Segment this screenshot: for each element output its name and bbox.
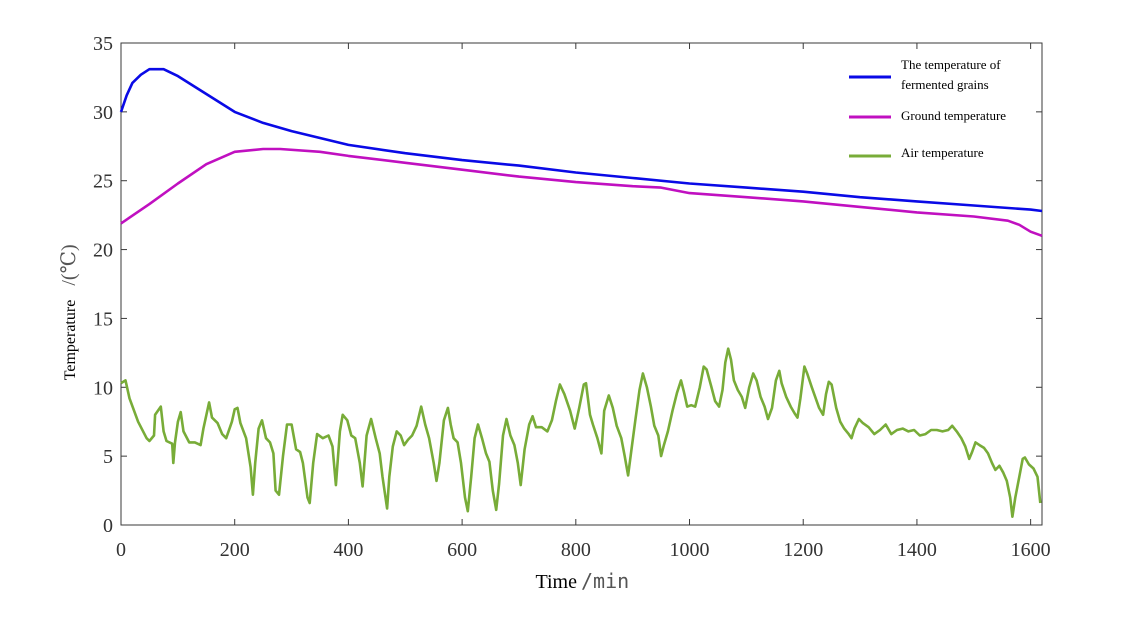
x-axis-ticks: 0 200 400 600 800 1000 1200 1400 1600: [116, 43, 1051, 561]
y-axis-unit: /(℃): [58, 244, 80, 285]
ground-temperature-line: [120, 147, 1043, 238]
y-tick-label: 20: [93, 240, 113, 262]
legend-label-air-temperature: Air temperature: [901, 145, 984, 160]
y-tick-label: 10: [93, 377, 113, 399]
y-tick-label: 25: [93, 171, 113, 193]
fermented-grains-temperature-line: [119, 67, 1043, 213]
y-axis-ticks: 0 5 10 15 20 25 30 35: [93, 33, 1042, 537]
x-tick-label: 1000: [670, 539, 710, 561]
x-tick-label: 0: [116, 539, 126, 561]
y-tick-label: 5: [103, 446, 113, 468]
x-tick-label: 400: [333, 539, 363, 561]
y-axis-unit-text: /(℃): [58, 244, 80, 285]
x-axis-title: Time: [535, 571, 577, 593]
x-tick-label: 1200: [783, 539, 823, 561]
legend-label-fermented-grains-line2: fermented grains: [901, 77, 989, 92]
plot-area: [120, 42, 1043, 526]
y-tick-label: 0: [103, 515, 113, 537]
x-tick-label: 600: [447, 539, 477, 561]
y-axis-title: Temperature: [62, 300, 79, 381]
x-tick-label: 200: [220, 539, 250, 561]
x-tick-label: 800: [561, 539, 591, 561]
legend-label-fermented-grains-line1: The temperature of: [901, 57, 1001, 72]
series-lines: [119, 67, 1043, 519]
y-axis-title-text: Temperature: [62, 300, 79, 381]
y-tick-label: 30: [93, 102, 113, 124]
x-tick-label: 1400: [897, 539, 937, 561]
y-tick-label: 15: [93, 308, 113, 330]
y-tick-label: 35: [93, 33, 113, 55]
x-axis-unit: /min: [581, 569, 629, 593]
x-tick-label: 1600: [1011, 539, 1051, 561]
air-temperature-line: [120, 347, 1042, 519]
legend: The temperature of fermented grains Grou…: [849, 57, 1006, 160]
legend-label-ground-temperature: Ground temperature: [901, 108, 1006, 123]
